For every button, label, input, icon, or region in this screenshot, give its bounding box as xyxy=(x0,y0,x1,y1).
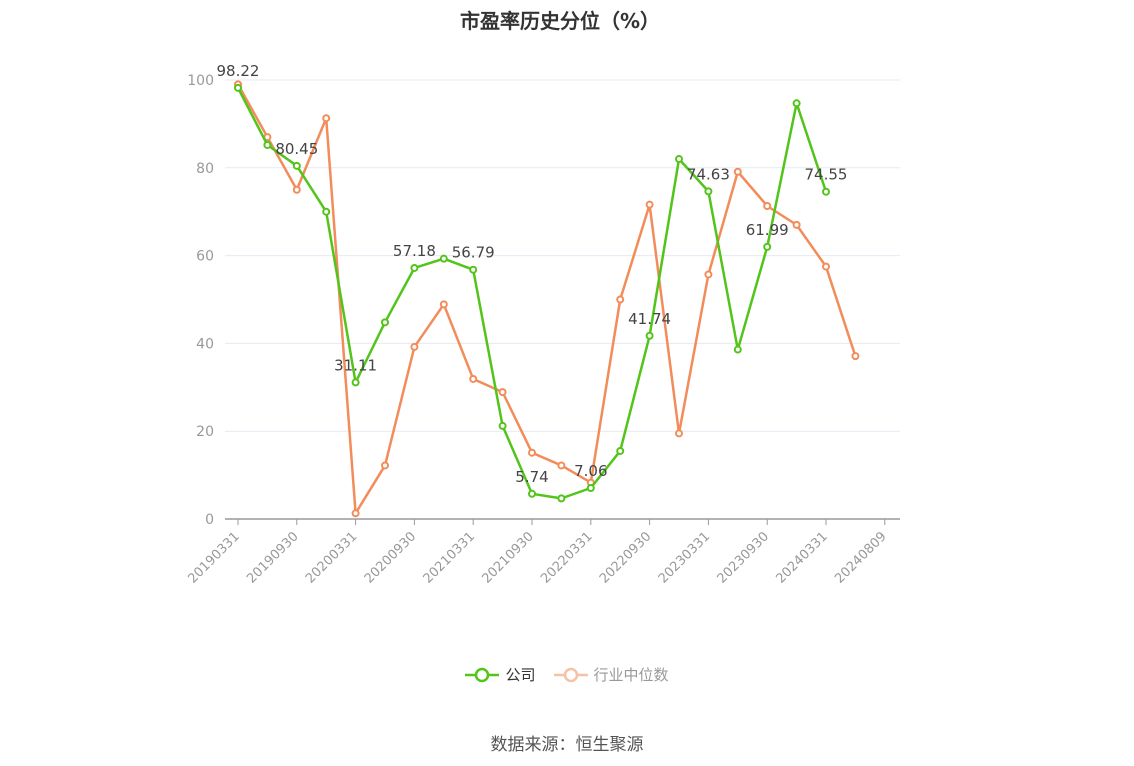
x-tick-label: 20190930 xyxy=(244,529,301,586)
data-label: 7.06 xyxy=(574,462,607,480)
data-label: 80.45 xyxy=(275,140,318,158)
data-point xyxy=(733,167,742,176)
y-tick-label: 40 xyxy=(196,336,214,352)
legend-item-industry[interactable]: 行业中位数 xyxy=(553,664,669,685)
x-tick-label: 20220930 xyxy=(597,529,654,586)
legend-item-company[interactable]: 公司 xyxy=(465,664,536,685)
data-point xyxy=(234,83,242,92)
data-point xyxy=(498,421,507,430)
data-point xyxy=(851,352,860,361)
legend-line-icon xyxy=(465,667,500,682)
data-point xyxy=(322,114,331,123)
data-label: 74.63 xyxy=(687,165,730,183)
x-tick-label: 20240809 xyxy=(832,529,889,586)
data-point xyxy=(410,342,419,351)
data-point xyxy=(763,201,772,210)
x-tick-label: 20230930 xyxy=(715,529,772,586)
data-point xyxy=(763,242,772,251)
data-point xyxy=(822,262,830,271)
data-point xyxy=(675,155,683,164)
data-label: 57.18 xyxy=(393,242,436,260)
x-tick-label: 20210331 xyxy=(421,529,478,586)
data-label: 31.11 xyxy=(334,356,377,374)
legend-label-company: 公司 xyxy=(505,666,536,684)
data-point xyxy=(792,99,801,108)
y-tick-label: 80 xyxy=(196,161,214,177)
data-point xyxy=(381,461,389,470)
data-point xyxy=(381,318,389,327)
legend-label-industry: 行业中位数 xyxy=(593,666,669,684)
data-label: 61.99 xyxy=(746,221,789,239)
data-point xyxy=(351,378,360,387)
data-point xyxy=(557,461,566,470)
data-point xyxy=(410,263,419,272)
x-tick-label: 20210930 xyxy=(479,529,536,586)
data-labels: 98.22 80.45 31.11 57.18 56.79 5.74 7.06 41.74 74… xyxy=(217,62,848,486)
y-tick-label: 60 xyxy=(196,249,214,265)
legend: 公司 行业中位数 xyxy=(0,664,1134,685)
y-tick-label: 20 xyxy=(196,424,214,440)
data-point xyxy=(292,185,301,194)
data-point xyxy=(528,448,536,457)
data-point xyxy=(263,140,272,149)
data-point xyxy=(704,270,713,279)
data-label: 41.74 xyxy=(628,310,671,328)
y-tick-label: 100 xyxy=(187,73,214,89)
data-point xyxy=(616,295,625,304)
x-tick-label: 20220331 xyxy=(538,529,595,586)
data-point xyxy=(792,220,801,229)
legend-line-icon xyxy=(553,667,588,682)
data-point xyxy=(469,265,478,274)
data-source: 数据来源：恒生聚源 xyxy=(490,735,644,755)
x-tick-label: 20200930 xyxy=(362,529,419,586)
y-axis-ticks: 0 20 40 60 80 100 xyxy=(187,73,214,528)
data-point xyxy=(645,331,654,340)
data-point xyxy=(322,207,331,216)
x-axis: 20190331 20190930 20200331 20200930 20210331… xyxy=(185,518,900,587)
data-point xyxy=(351,509,360,518)
data-point xyxy=(822,187,830,196)
data-point xyxy=(528,489,536,498)
data-point xyxy=(557,494,566,503)
data-point xyxy=(292,161,301,170)
series-line-1 xyxy=(236,83,857,515)
data-label: 56.79 xyxy=(452,244,495,262)
data-point xyxy=(498,388,507,397)
chart-title: 市盈率历史分位（%） xyxy=(459,9,661,33)
x-tick-label: 20230331 xyxy=(656,529,713,586)
data-point xyxy=(439,300,448,309)
x-tick-label: 20200331 xyxy=(303,529,360,586)
data-label: 98.22 xyxy=(217,62,260,80)
data-point xyxy=(675,429,683,438)
data-point xyxy=(704,187,713,196)
y-tick-label: 0 xyxy=(205,512,214,528)
series-group xyxy=(234,80,860,518)
data-point xyxy=(439,254,448,263)
data-point xyxy=(469,374,478,383)
data-point xyxy=(586,484,595,493)
data-label: 5.74 xyxy=(515,468,548,486)
data-label: 74.55 xyxy=(805,166,848,184)
data-point xyxy=(733,345,742,354)
series-line-0 xyxy=(236,87,828,500)
x-tick-label: 20240331 xyxy=(773,529,830,586)
x-tick-label: 20190331 xyxy=(185,529,242,586)
data-point xyxy=(645,200,654,209)
data-point xyxy=(616,446,625,455)
